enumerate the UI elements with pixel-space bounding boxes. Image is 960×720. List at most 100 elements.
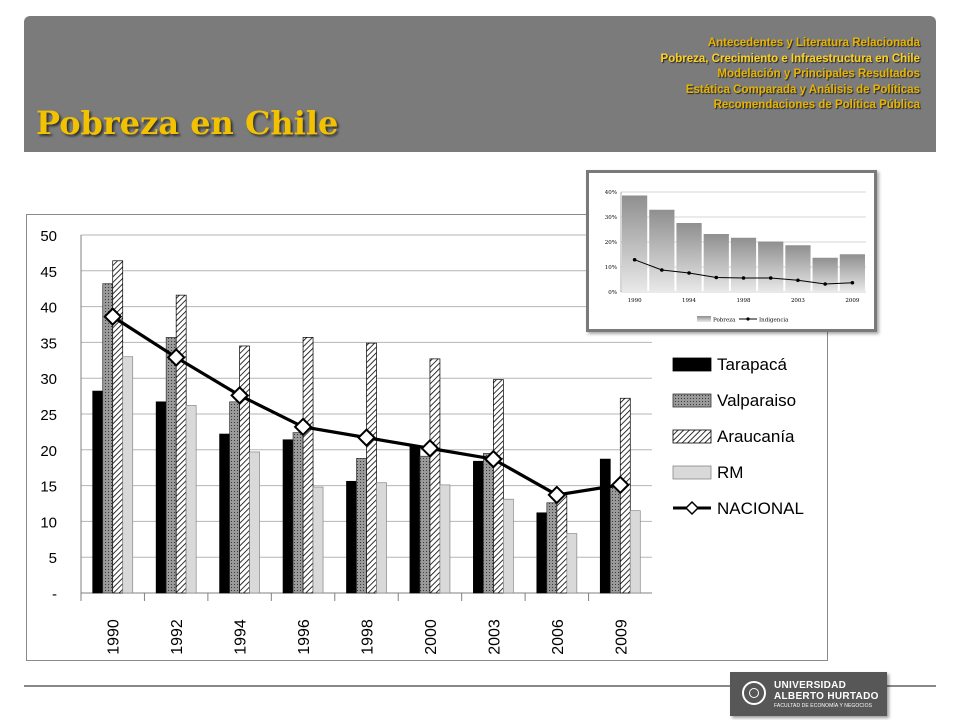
- y-tick-label: 50: [40, 228, 57, 245]
- bar-araucania-2000: [429, 358, 441, 594]
- nacional-point-1990: [103, 307, 123, 327]
- bar-rm-2003: [503, 498, 514, 594]
- legend-swatch-tarapaca: [672, 357, 712, 372]
- nav-item-antecedentes[interactable]: Antecedentes y Literatura Relacionada: [707, 37, 920, 49]
- inset-x-tick-label: 2003: [791, 298, 805, 304]
- nav-item-estatica[interactable]: Estática Comparada y Análisis de Polític…: [685, 83, 920, 96]
- inset-bar-pobreza-2000: [758, 241, 784, 292]
- nacional-point-1998: [357, 428, 376, 448]
- bar-rm-1998: [376, 482, 387, 594]
- inset-indigencia-point-1990: [632, 257, 637, 262]
- bar-rm-2006: [566, 533, 578, 594]
- bar-valparaiso-2009: [609, 485, 621, 594]
- bar-araucania-2006: [556, 494, 568, 594]
- inset-bar-pobreza-1998: [730, 237, 757, 292]
- bar-tarapaca-2009: [599, 458, 611, 594]
- legend-swatch-rm: [672, 465, 712, 480]
- bar-araucania-1996: [302, 337, 314, 594]
- bar-tarapaca-1990: [92, 390, 104, 594]
- bar-araucania-1992: [175, 294, 187, 594]
- bar-valparaiso-1990: [102, 283, 114, 594]
- inset-bar-pobreza-1992: [649, 209, 675, 292]
- nav-item-recomendaciones[interactable]: Recomendaciones de Política Pública: [713, 99, 920, 111]
- bar-rm-1992: [185, 405, 197, 594]
- legend-label-nacional: NACIONAL: [717, 499, 804, 518]
- y-tick-label: 40: [40, 300, 57, 317]
- nacional-point-2006: [547, 485, 567, 505]
- bar-valparaiso-2003: [483, 453, 494, 594]
- logo-line-1: UNIVERSIDAD: [774, 680, 847, 691]
- nav-item-pobreza[interactable]: Pobreza, Crecimiento e Infraestructura e…: [660, 52, 920, 65]
- bar-araucania-1994: [239, 345, 250, 594]
- bar-tarapaca-2006: [536, 512, 548, 594]
- y-tick-label: 20: [40, 443, 57, 460]
- inset-x-tick-label: 2009: [845, 298, 859, 304]
- inset-bar-pobreza-1990: [622, 195, 648, 292]
- inset-y-tick-label: 40%: [605, 190, 617, 196]
- nacional-point-1992: [166, 348, 186, 367]
- national-poverty-inset-svg: 0% 10% 20% 30% 40% 1990 1994 1998 2003 2009 Pobrez…: [605, 190, 866, 324]
- bar-valparaiso-1994: [229, 401, 240, 594]
- bar-tarapaca-1996: [282, 439, 294, 594]
- bar-araucania-2009: [619, 397, 631, 594]
- legend-label-valparaiso: Valparaiso: [717, 391, 796, 410]
- inset-legend-label-pobreza: Pobreza: [713, 318, 736, 324]
- inset-bar-pobreza-2009: [839, 254, 865, 292]
- inset-x-tick-label: 1990: [628, 298, 642, 304]
- bar-rm-1996: [312, 486, 324, 594]
- bar-valparaiso-2006: [546, 502, 558, 594]
- x-tick-label: 1996: [296, 619, 313, 655]
- bar-valparaiso-1998: [356, 458, 367, 594]
- legend-swatch-valparaiso: [672, 393, 712, 408]
- bar-tarapaca-1994: [219, 433, 230, 594]
- logo-text: UNIVERSIDAD ALBERTO HURTADO FACULTAD DE …: [774, 680, 879, 710]
- legend-label-rm: RM: [717, 463, 743, 482]
- y-tick-label: 30: [40, 371, 57, 388]
- legend-swatch-araucania: [672, 429, 712, 444]
- regional-poverty-chart-svg: - 5 10 15 20 25 30 35 40 45 50 1990 1992 1994 1996 1998…: [40, 228, 804, 655]
- slide-header: Antecedentes y Literatura Relacionada Po…: [24, 16, 936, 152]
- y-tick-label: -: [52, 586, 57, 603]
- nacional-point-1994: [230, 385, 250, 405]
- x-tick-label: 1994: [233, 619, 250, 655]
- y-tick-label: 35: [40, 335, 57, 352]
- y-tick-label: 5: [49, 550, 57, 567]
- inset-indigencia-point-1998: [741, 276, 746, 280]
- y-tick-label: 25: [40, 407, 57, 424]
- inset-legend-swatch-pobreza: [697, 316, 711, 322]
- bar-valparaiso-1992: [165, 337, 177, 594]
- legend-marker-nacional: [684, 500, 700, 516]
- nav-item-modelacion[interactable]: Modelación y Principales Resultados: [717, 68, 920, 80]
- inset-bar-pobreza-2006: [812, 257, 838, 292]
- inset-bar-pobreza-1994: [676, 223, 702, 292]
- inset-indigencia-point-2009: [850, 280, 855, 285]
- inset-y-tick-label: 10%: [605, 265, 617, 271]
- inset-y-tick-label: 30%: [605, 215, 617, 221]
- inset-indigencia-point-1996: [714, 275, 719, 280]
- nacional-point-1996: [293, 417, 313, 437]
- bar-rm-2009: [629, 510, 641, 594]
- bar-tarapaca-1992: [155, 401, 167, 594]
- slide-title: Pobreza en Chile: [36, 104, 339, 142]
- x-tick-label: 2009: [613, 619, 630, 655]
- inset-legend-label-indigencia: Indigencia: [759, 318, 789, 324]
- bar-rm-1994: [249, 451, 260, 594]
- bar-rm-2000: [439, 484, 451, 594]
- nacional-point-2000: [420, 438, 440, 458]
- inset-y-tick-label: 0%: [608, 290, 617, 296]
- inset-x-tick-label: 1998: [737, 298, 751, 304]
- national-poverty-inset-chart: 0% 10% 20% 30% 40% 1990 1994 1998 2003 2009 Pobrez…: [586, 170, 877, 332]
- university-seal-icon: [742, 681, 766, 705]
- inset-bar-pobreza-1996: [703, 234, 729, 292]
- inset-indigencia-point-2000: [768, 276, 773, 280]
- logo-line-2: ALBERTO HURTADO: [774, 691, 879, 702]
- inset-indigencia-point-2006: [823, 282, 827, 286]
- x-tick-label: 1992: [169, 619, 186, 655]
- inset-indigencia-point-1994: [687, 271, 691, 275]
- x-tick-label: 2006: [550, 619, 567, 655]
- bar-tarapaca-1998: [346, 480, 357, 594]
- y-tick-label: 15: [40, 479, 57, 496]
- x-tick-label: 1998: [360, 619, 377, 655]
- logo-line-3: FACULTAD DE ECONOMÍA Y NEGOCIOS: [774, 703, 873, 709]
- inset-x-tick-label: 1994: [682, 298, 696, 304]
